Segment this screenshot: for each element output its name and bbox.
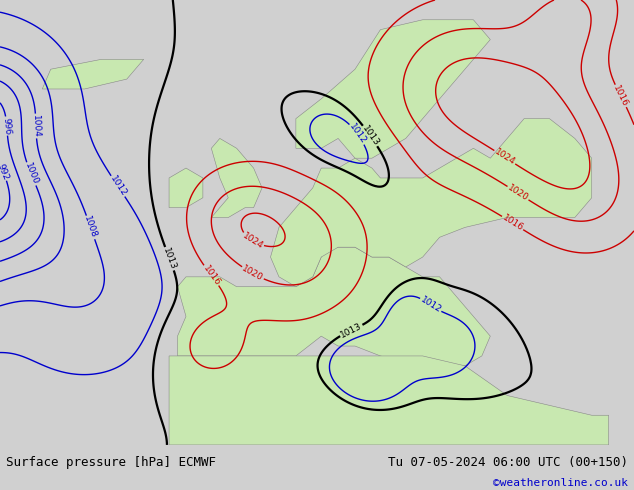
Text: 1012: 1012 — [347, 122, 368, 146]
Text: 992: 992 — [0, 162, 11, 181]
Text: 1008: 1008 — [82, 215, 99, 240]
Text: Surface pressure [hPa] ECMWF: Surface pressure [hPa] ECMWF — [6, 456, 216, 469]
Polygon shape — [211, 138, 262, 218]
Polygon shape — [178, 247, 490, 366]
Polygon shape — [42, 59, 144, 89]
Polygon shape — [296, 20, 490, 158]
Text: 996: 996 — [1, 117, 12, 135]
Text: 1013: 1013 — [161, 246, 178, 271]
Text: 1024: 1024 — [241, 231, 264, 251]
Text: 1012: 1012 — [418, 295, 443, 315]
Text: 1016: 1016 — [201, 264, 222, 287]
Text: 1016: 1016 — [612, 84, 630, 108]
Text: 1020: 1020 — [240, 264, 265, 283]
Text: Tu 07-05-2024 06:00 UTC (00+150): Tu 07-05-2024 06:00 UTC (00+150) — [387, 456, 628, 469]
Polygon shape — [169, 168, 203, 208]
Text: 1012: 1012 — [108, 174, 128, 198]
Text: 1004: 1004 — [31, 114, 41, 138]
Text: 1016: 1016 — [500, 213, 525, 233]
Polygon shape — [169, 356, 609, 445]
Text: 1020: 1020 — [506, 183, 530, 203]
Polygon shape — [271, 119, 592, 287]
Text: 1000: 1000 — [23, 162, 39, 186]
Text: 1013: 1013 — [339, 321, 363, 340]
Text: ©weatheronline.co.uk: ©weatheronline.co.uk — [493, 478, 628, 488]
Text: 1024: 1024 — [493, 147, 517, 167]
Text: 1013: 1013 — [360, 124, 380, 148]
